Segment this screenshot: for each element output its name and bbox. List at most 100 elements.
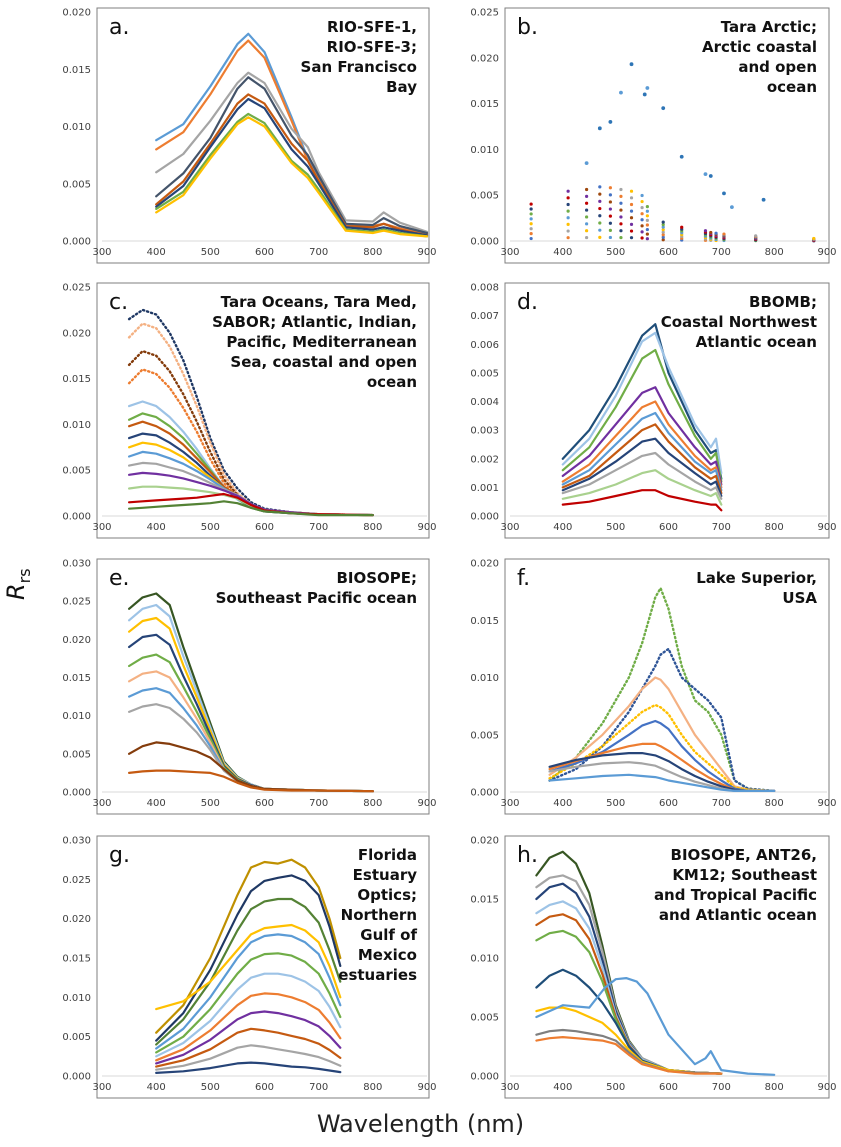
y-tick-label: 0.030 [62,559,91,570]
panel-annotation-line: USA [782,589,817,607]
x-tick-label: 300 [500,1082,519,1093]
panel-annotation-line: Mexico [358,946,417,964]
scatter-point [629,222,634,226]
scatter-point [679,154,684,159]
panel-b: 0.000 0.005 0.010 0.015 0.020 0.025 300 400 500 6… [470,7,837,264]
series-line [535,976,776,1076]
panel-annotation-line: Pacific, Mediterranean [226,333,417,351]
scatter-point [640,236,644,240]
panel-annotation-line: San Francisco [301,58,417,76]
series-line [561,331,723,475]
series-line [155,874,342,1042]
scatter-point [645,209,649,213]
scatter-point [608,214,612,218]
panel-e: 0.000 0.005 0.010 0.015 0.020 0.025 0.030 300 40… [62,558,437,815]
x-tick-label: 500 [201,522,220,533]
scatter-point [640,224,644,228]
y-tick-label: 0.020 [62,8,91,19]
x-tick-label: 700 [309,247,328,258]
x-tick-label: 600 [255,798,274,809]
scatter-point [598,228,602,232]
series-line [548,703,776,793]
series-line [128,603,374,793]
scatter-point [640,230,644,234]
panel-annotation-line: and open [738,58,817,76]
series-line [548,676,776,793]
series-line [155,93,429,237]
y-tick-label: 0.015 [62,954,91,965]
scatter-point [680,225,684,229]
y-tick-label: 0.010 [62,711,91,722]
panel-annotation-line: and Tropical Pacific [654,886,817,904]
x-tick-label: 800 [765,1082,784,1093]
x-tick-label: 800 [765,798,784,809]
y-axis-label: Rrs [2,560,34,600]
panel-annotation-line: and Atlantic ocean [659,906,817,924]
panel-frame [504,7,830,264]
series-line [561,469,723,506]
y-tick-label: 0.003 [470,426,499,437]
scatter-point [645,223,649,227]
x-tick-label: 600 [659,1082,678,1093]
series-line [548,647,776,793]
series-line [128,616,374,793]
y-tick-label: 0.004 [470,397,499,408]
y-tick-label: 0.006 [470,340,499,351]
scatter-point [629,62,634,67]
panel-frame [96,282,430,539]
scatter-point [661,238,665,242]
scatter-point [619,222,623,226]
y-tick-label: 0.002 [470,454,499,465]
scatter-point [619,194,623,198]
scatter-point [585,215,589,219]
x-axis-label: Wavelength (nm) [316,1110,525,1138]
panel-f: 0.000 0.005 0.010 0.015 0.020 300 400 500 600 700… [470,558,837,815]
panel-letter: b. [517,15,538,40]
x-tick-label: 500 [201,798,220,809]
x-tick-label: 300 [500,522,519,533]
scatter-point [529,217,533,221]
series-line [155,1027,342,1068]
y-tick-label: 0.007 [470,311,499,322]
panel-annotation-line: RIO-SFE-3; [327,38,417,56]
y-axis-label-subscript: rs [14,568,34,584]
panel-letter: e. [109,566,130,591]
panel-annotation-line: Tara Arctic; [721,18,817,36]
scatter-point [661,235,665,239]
panel-annotation-line: estuaries [338,966,417,984]
y-tick-label: 0.005 [470,1013,499,1024]
x-tick-label: 300 [92,247,111,258]
scatter-point [645,218,649,222]
panel-letter: d. [517,290,538,315]
scatter-point [598,214,602,218]
panel-annotation-line: KM12; Southeast [672,866,817,884]
scatter-point [629,236,634,240]
scatter-point [598,221,602,225]
panel-a: 0.000 0.005 0.010 0.015 0.020 300 400 500 600 700… [62,7,437,264]
y-tick-label: 0.010 [62,420,91,431]
x-tick-label: 700 [712,247,731,258]
y-tick-label: 0.005 [470,191,499,202]
scatter-point [608,193,612,197]
y-tick-label: 0.025 [62,875,91,886]
y-tick-label: 0.015 [62,65,91,76]
series-line [128,492,374,517]
x-tick-label: 700 [309,522,328,533]
y-tick-label: 0.015 [470,895,499,906]
series-line [155,992,342,1062]
scatter-point [619,90,623,95]
y-tick-label: 0.000 [62,512,91,523]
scatter-point [619,201,623,205]
scatter-point [585,187,589,192]
x-tick-label: 900 [817,247,836,258]
series-line [561,451,723,500]
x-tick-label: 900 [817,1082,836,1093]
scatter-point [608,200,612,204]
scatter-point [619,208,623,212]
scatter-point [629,216,634,220]
x-tick-label: 600 [255,522,274,533]
y-tick-label: 0.010 [62,122,91,133]
series-line [561,386,723,486]
x-tick-label: 900 [417,247,436,258]
